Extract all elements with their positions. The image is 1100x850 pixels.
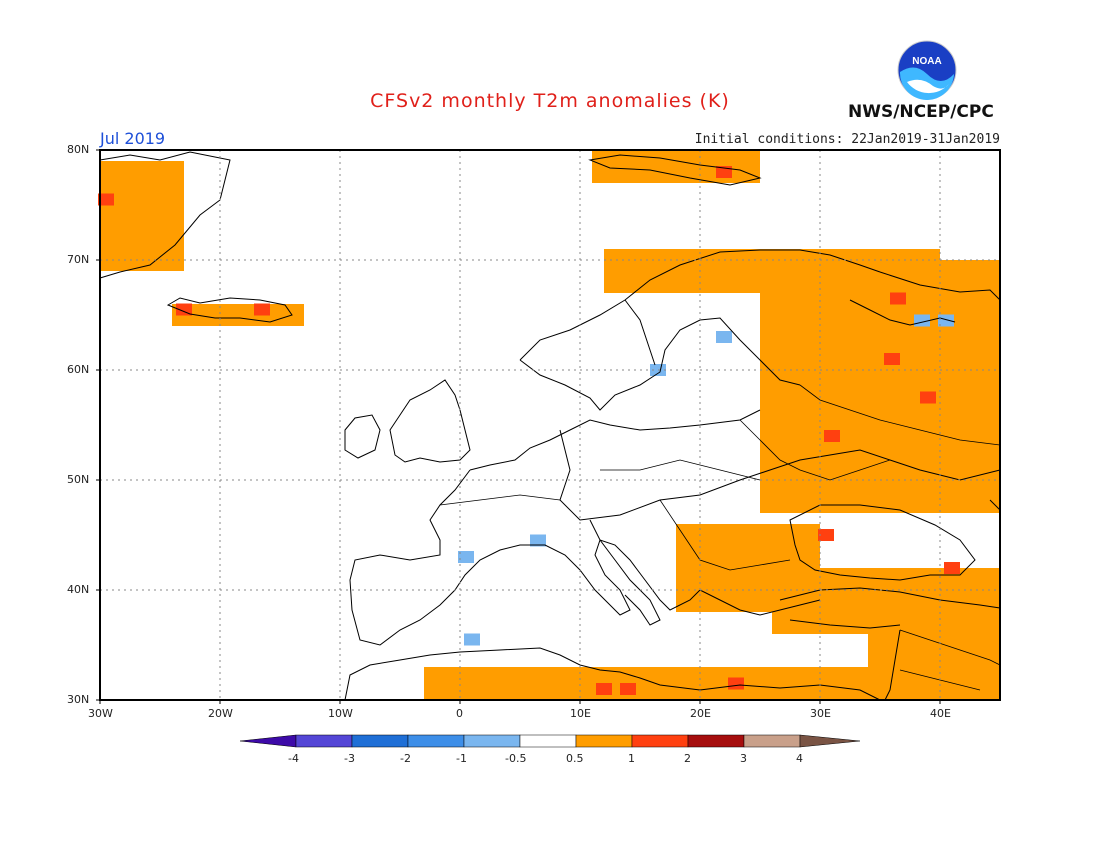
- colorbar: [239, 734, 861, 748]
- anomaly-region-greenland-east: [100, 161, 184, 271]
- lat-label: 30N: [67, 693, 90, 706]
- lon-label: 0: [456, 707, 463, 720]
- colorbar-bin: [743, 734, 801, 748]
- colorbar-label: 2: [684, 752, 691, 765]
- colorbar-label: -3: [344, 752, 355, 765]
- colorbar-label: -4: [288, 752, 299, 765]
- lon-label: 10E: [570, 707, 591, 720]
- anomaly-cell-warm: [254, 303, 270, 316]
- anomaly-cell-warm: [890, 292, 906, 305]
- anomaly-region-russia-west: [760, 260, 1000, 513]
- map-frame: [99, 149, 1001, 701]
- colorbar-label: -1: [456, 752, 467, 765]
- colorbar-bin: [519, 734, 577, 748]
- anomaly-layer: [98, 150, 1000, 700]
- colorbar-right-arrow: [799, 734, 861, 748]
- colorbar-bin: [463, 734, 521, 748]
- organization-label: NWS/NCEP/CPC: [848, 102, 994, 122]
- colorbar-bin: [407, 734, 465, 748]
- anomaly-cell-warm: [884, 353, 900, 365]
- anomaly-region-middle-east: [868, 623, 1000, 700]
- colorbar-bin: [575, 734, 633, 748]
- lon-label: 30E: [810, 707, 831, 720]
- lon-label: 20E: [690, 707, 711, 720]
- colorbar-label: 3: [740, 752, 747, 765]
- anomaly-cell-warm: [596, 683, 612, 695]
- colorbar-label: 1: [628, 752, 635, 765]
- lat-label: 50N: [67, 473, 90, 486]
- colorbar-label: 0.5: [566, 752, 584, 765]
- colorbar-label: 4: [796, 752, 803, 765]
- anomaly-cell-warm: [98, 193, 114, 206]
- colorbar-left-arrow: [239, 734, 297, 748]
- anomaly-region-iceland: [172, 304, 304, 326]
- anomaly-cell-warm: [176, 303, 192, 316]
- anomaly-cell-cool: [458, 551, 474, 563]
- lat-label: 40N: [67, 583, 90, 596]
- lon-label: 30W: [88, 707, 113, 720]
- lat-label: 70N: [67, 253, 90, 266]
- colorbar-bin: [351, 734, 409, 748]
- anomaly-region-svalbard: [592, 150, 760, 183]
- lat-label: 80N: [67, 143, 90, 156]
- anomaly-cell-cool: [716, 331, 732, 343]
- colorbar-bin: [295, 734, 353, 748]
- anomaly-cell-warm: [620, 683, 636, 695]
- colorbar-label: -0.5: [505, 752, 527, 765]
- lon-label: 20W: [208, 707, 233, 720]
- anomaly-cell-warm: [944, 562, 960, 574]
- colorbar-bin: [631, 734, 689, 748]
- anomaly-cell-cool: [938, 314, 954, 327]
- anomaly-region-north-africa: [424, 667, 880, 700]
- anomaly-cell-warm: [920, 391, 936, 404]
- anomaly-cell-cool: [530, 534, 546, 547]
- noaa-logo-icon: NOAA: [897, 40, 957, 100]
- colorbar-label: -2: [400, 752, 411, 765]
- valid-month-label: Jul 2019: [100, 129, 166, 148]
- anomaly-cell-warm: [728, 677, 744, 690]
- gridlines: [100, 150, 1000, 700]
- lat-label: 60N: [67, 363, 90, 376]
- lon-label: 40E: [930, 707, 951, 720]
- logo-text: NOAA: [912, 56, 941, 67]
- anomaly-cell-cool: [464, 633, 480, 646]
- anomaly-cell-warm: [824, 430, 840, 442]
- coastlines: [99, 151, 1001, 701]
- anomaly-cell-warm: [818, 529, 834, 541]
- initial-conditions-label: Initial conditions: 22Jan2019-31Jan2019: [694, 132, 1000, 147]
- lon-label: 10W: [328, 707, 353, 720]
- chart-title: CFSv2 monthly T2m anomalies (K): [370, 90, 730, 112]
- colorbar-bin: [687, 734, 745, 748]
